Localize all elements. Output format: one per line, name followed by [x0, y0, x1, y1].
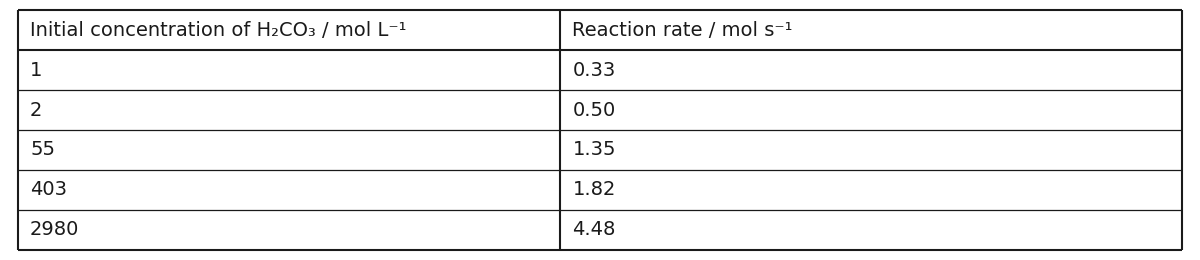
Text: Reaction rate / mol s⁻¹: Reaction rate / mol s⁻¹: [572, 21, 793, 40]
Text: 1.82: 1.82: [572, 180, 616, 199]
Text: 0.50: 0.50: [572, 101, 616, 120]
Text: 4.48: 4.48: [572, 220, 616, 239]
Text: 55: 55: [30, 140, 55, 159]
Text: 0.33: 0.33: [572, 61, 616, 80]
Text: 1: 1: [30, 61, 42, 80]
Text: 1.35: 1.35: [572, 140, 616, 159]
Text: Initial concentration of H₂CO₃ / mol L⁻¹: Initial concentration of H₂CO₃ / mol L⁻¹: [30, 21, 407, 40]
Text: 2: 2: [30, 101, 42, 120]
Text: 2980: 2980: [30, 220, 79, 239]
Text: 403: 403: [30, 180, 67, 199]
